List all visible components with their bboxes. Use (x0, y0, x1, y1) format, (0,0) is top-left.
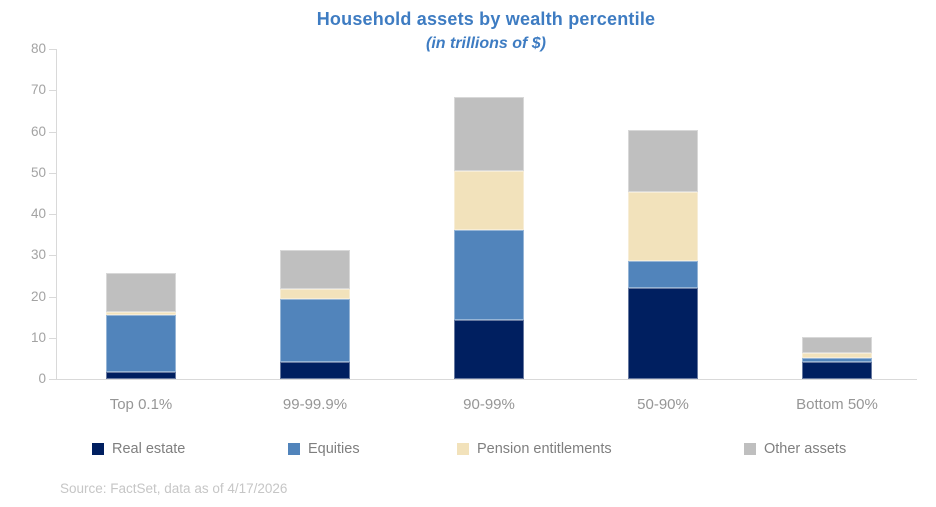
y-tick-mark (49, 90, 57, 92)
chart-subtitle: (in trillions of $) (426, 35, 546, 52)
x-axis-label: Top 0.1% (109, 396, 173, 413)
bar-segment-equities (106, 314, 176, 372)
legend-swatch (288, 443, 300, 455)
bar-segment-equities (280, 299, 350, 363)
chart-title: Household assets by wealth percentile (316, 9, 656, 29)
y-tick-mark (49, 214, 57, 215)
legend-label: Pension entitlements (477, 441, 612, 457)
x-axis-label: 50-90% (637, 396, 689, 413)
bar-segment-real-estate (106, 371, 176, 379)
y-tick-label: 30 (30, 247, 46, 263)
bar-segment-pension-entitlements (454, 170, 524, 231)
bar-segment-other-assets (628, 129, 698, 193)
x-axis-label: 99-99.9% (282, 396, 348, 413)
bar-segment-equities (802, 357, 872, 363)
bar-segment-real-estate (628, 287, 698, 379)
legend-label: Other assets (764, 441, 847, 457)
source-note: Source: FactSet, data as of 4/17/2026 (60, 481, 288, 496)
bar-segment-other-assets (454, 96, 524, 171)
legend-swatch (744, 443, 756, 455)
legend-item-real-estate: Real estate (92, 441, 185, 457)
bar-segment-pension-entitlements (280, 288, 350, 300)
y-tick-mark (49, 49, 57, 50)
x-axis-label: 90-99% (463, 396, 515, 413)
y-tick-label: 80 (30, 41, 46, 56)
legend-item-other-assets: Other assets (744, 441, 846, 457)
legend-swatch (457, 443, 469, 455)
legend-item-equities: Equities (288, 441, 360, 457)
bar-segment-real-estate (280, 362, 350, 379)
bar-segment-pension-entitlements (628, 192, 698, 261)
bar-segment-other-assets (802, 336, 872, 353)
legend-label: Real estate (112, 441, 186, 457)
legend-label: Equities (308, 441, 360, 457)
y-tick-mark (49, 379, 57, 380)
bar-segment-real-estate (802, 362, 872, 379)
y-tick-mark (49, 337, 57, 339)
bar-segment-real-estate (454, 319, 524, 379)
y-tick-label: 40 (30, 206, 46, 221)
bar-segment-other-assets (280, 250, 350, 289)
y-tick-mark (49, 255, 57, 257)
y-tick-label: 0 (38, 371, 46, 386)
bar-segment-pension-entitlements (802, 353, 872, 358)
y-tick-label: 50 (30, 164, 46, 180)
legend-item-pension-entitlements: Pension entitlements (457, 441, 612, 457)
y-tick-mark (49, 131, 57, 133)
y-tick-mark (49, 296, 57, 298)
bar-segment-equities (628, 260, 698, 288)
y-tick-label: 60 (30, 123, 46, 139)
x-axis-label: Bottom 50% (796, 396, 878, 413)
bar-segment-pension-entitlements (106, 311, 176, 315)
y-tick-mark (49, 172, 57, 174)
legend-swatch (92, 443, 104, 455)
bar-segment-equities (454, 230, 524, 320)
bar-segment-other-assets (106, 272, 176, 312)
y-tick-label: 70 (30, 82, 46, 98)
y-tick-label: 10 (30, 329, 46, 345)
y-tick-label: 20 (30, 288, 46, 304)
